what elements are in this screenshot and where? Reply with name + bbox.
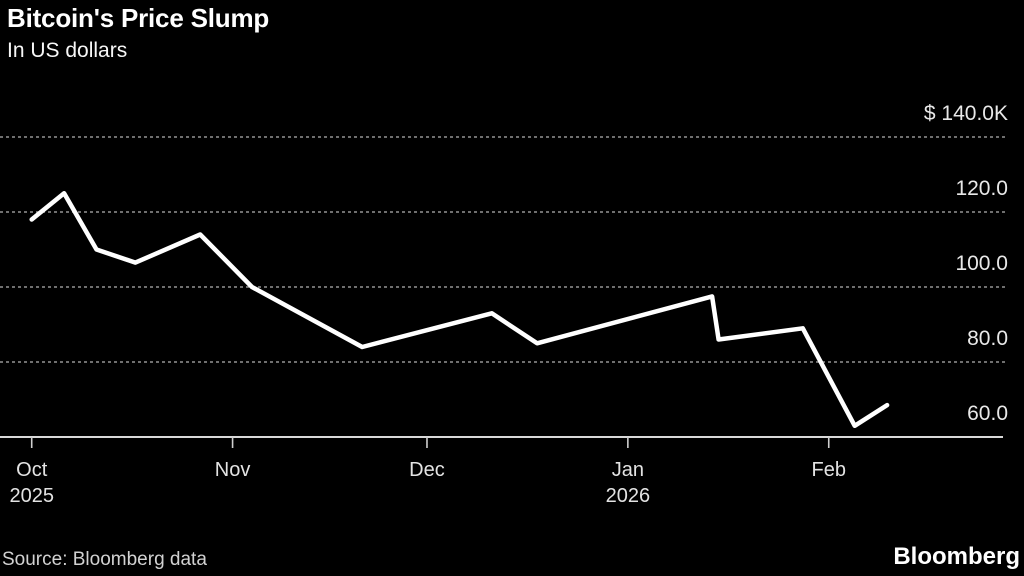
x-axis-label: Dec bbox=[409, 459, 445, 481]
source-note: Source: Bloomberg data bbox=[2, 549, 207, 570]
y-axis-label: 60.0 bbox=[967, 402, 1008, 425]
x-axis-year-label: 2025 bbox=[9, 485, 54, 507]
y-axis-label: 100.0 bbox=[955, 252, 1008, 275]
bloomberg-logo: Bloomberg bbox=[893, 543, 1020, 570]
x-axis-label: Feb bbox=[811, 459, 846, 481]
x-axis-label: Nov bbox=[214, 459, 251, 481]
y-axis-label: $ 140.0K bbox=[923, 102, 1008, 125]
price-line-group bbox=[29, 191, 890, 429]
x-axis-ticks bbox=[30, 437, 830, 448]
y-axis-label: 120.0 bbox=[955, 177, 1008, 200]
x-axis-year-label: 2026 bbox=[605, 485, 651, 507]
x-axis-label: Oct bbox=[16, 459, 48, 481]
x-axis-label: Jan bbox=[611, 459, 644, 481]
y-axis-label: 80.0 bbox=[967, 327, 1008, 350]
chart-title: Bitcoin's Price Slump bbox=[7, 3, 270, 33]
gridlines bbox=[0, 136, 1006, 363]
chart-subtitle: In US dollars bbox=[7, 39, 128, 62]
bitcoin-price-line bbox=[29, 191, 890, 429]
